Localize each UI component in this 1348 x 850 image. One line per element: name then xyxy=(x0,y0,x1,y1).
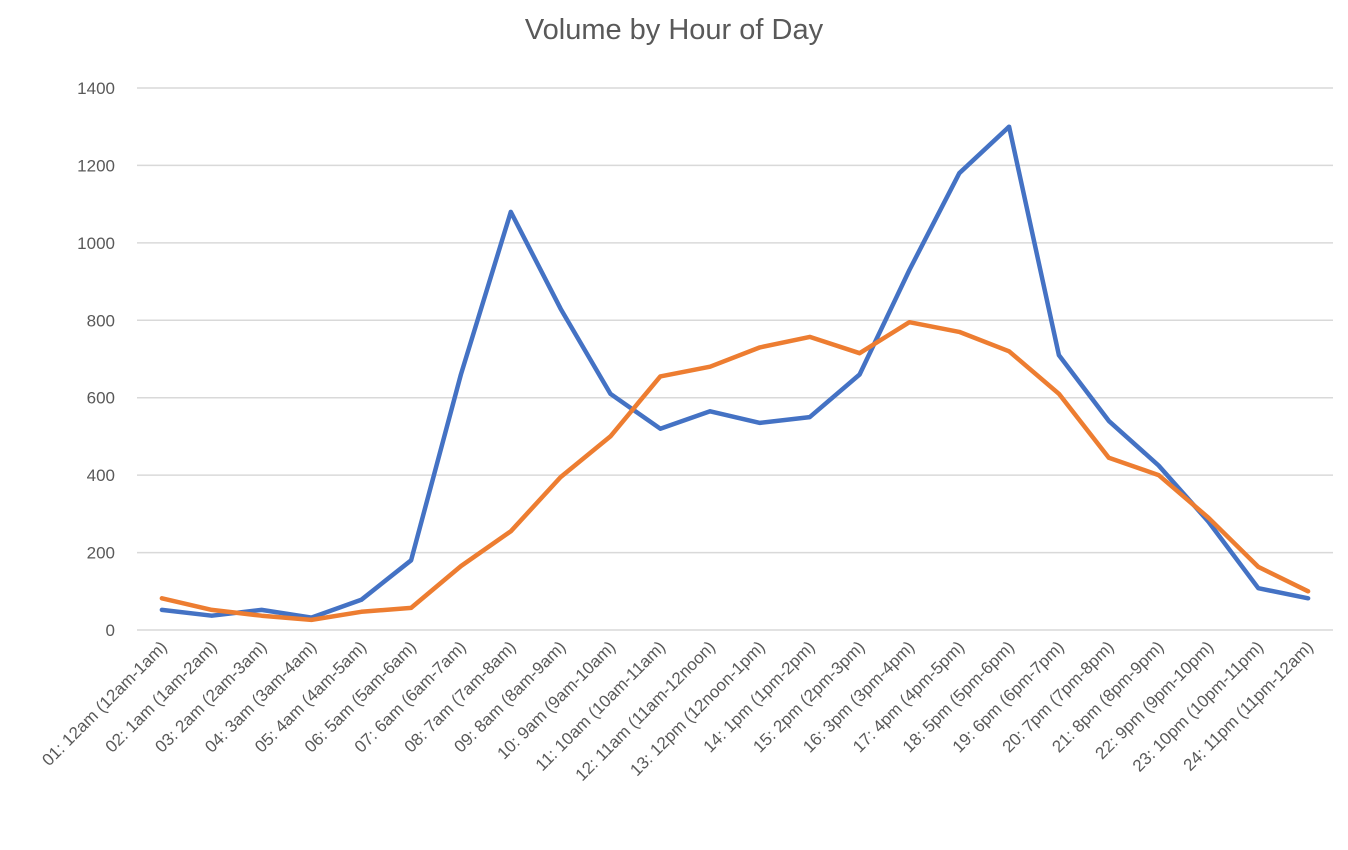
y-tick-label: 600 xyxy=(87,389,115,408)
y-tick-label: 1400 xyxy=(77,79,115,98)
y-tick-label: 800 xyxy=(87,311,115,330)
y-tick-label: 0 xyxy=(106,621,115,640)
chart-title: Volume by Hour of Day xyxy=(524,14,824,46)
y-tick-label: 200 xyxy=(87,544,115,563)
y-tick-label: 1000 xyxy=(77,234,115,253)
series-lines xyxy=(159,124,1311,623)
gridlines xyxy=(137,87,1333,631)
y-tick-label: 400 xyxy=(87,466,115,485)
y-tick-label: 1200 xyxy=(77,156,115,175)
y-axis-labels: 0 200 400 600 800 1000 1200 1400 xyxy=(77,79,115,640)
series-line-1 xyxy=(159,124,1311,620)
x-axis-labels: 01: 12am (12am-1am)02: 1am (1am-2am)03: … xyxy=(38,637,1317,784)
series-line-2 xyxy=(159,319,1311,623)
